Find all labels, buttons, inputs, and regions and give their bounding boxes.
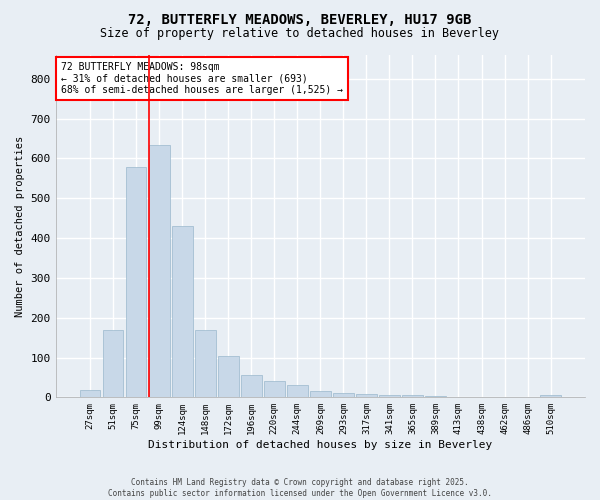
Bar <box>287 386 308 398</box>
Bar <box>149 144 170 398</box>
Y-axis label: Number of detached properties: Number of detached properties <box>15 136 25 317</box>
Bar <box>241 374 262 398</box>
Bar <box>333 394 354 398</box>
Bar <box>195 330 215 398</box>
Bar <box>310 392 331 398</box>
Bar <box>379 396 400 398</box>
Text: 72 BUTTERFLY MEADOWS: 98sqm
← 31% of detached houses are smaller (693)
68% of se: 72 BUTTERFLY MEADOWS: 98sqm ← 31% of det… <box>61 62 343 95</box>
Bar <box>402 396 423 398</box>
Text: 72, BUTTERFLY MEADOWS, BEVERLEY, HU17 9GB: 72, BUTTERFLY MEADOWS, BEVERLEY, HU17 9G… <box>128 12 472 26</box>
X-axis label: Distribution of detached houses by size in Beverley: Distribution of detached houses by size … <box>148 440 493 450</box>
Bar <box>356 394 377 398</box>
Bar <box>540 395 561 398</box>
Bar <box>172 226 193 398</box>
Bar <box>425 396 446 398</box>
Bar <box>218 356 239 398</box>
Bar <box>264 380 284 398</box>
Bar <box>80 390 100 398</box>
Bar <box>126 168 146 398</box>
Bar <box>103 330 124 398</box>
Text: Size of property relative to detached houses in Beverley: Size of property relative to detached ho… <box>101 28 499 40</box>
Text: Contains HM Land Registry data © Crown copyright and database right 2025.
Contai: Contains HM Land Registry data © Crown c… <box>108 478 492 498</box>
